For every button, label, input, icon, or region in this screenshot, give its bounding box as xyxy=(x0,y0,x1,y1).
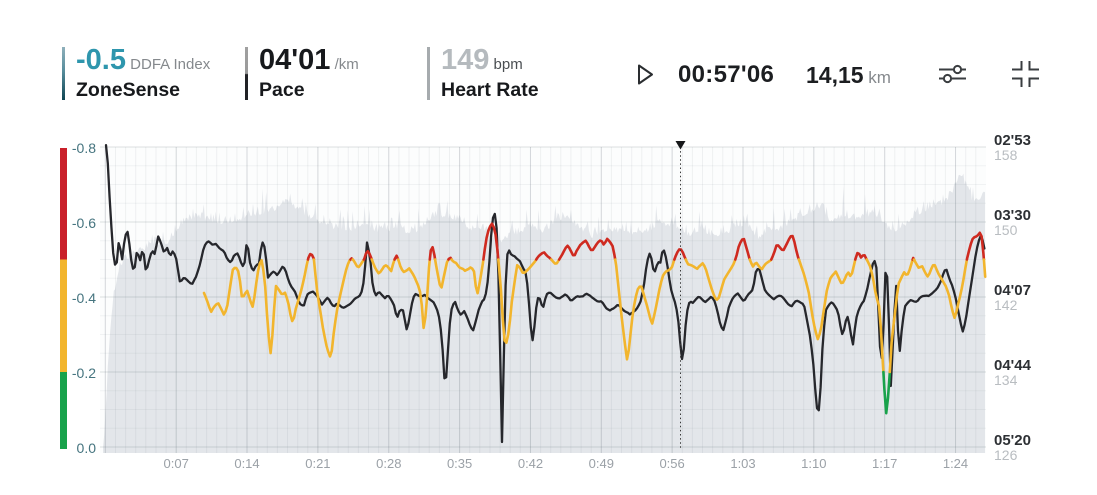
svg-text:142: 142 xyxy=(994,297,1018,313)
svg-text:0:35: 0:35 xyxy=(447,456,472,471)
svg-text:1:24: 1:24 xyxy=(943,456,968,471)
svg-text:1:03: 1:03 xyxy=(730,456,755,471)
svg-text:-0.2: -0.2 xyxy=(72,365,96,381)
svg-text:126: 126 xyxy=(994,447,1018,463)
svg-text:158: 158 xyxy=(994,147,1018,163)
svg-text:0:21: 0:21 xyxy=(305,456,330,471)
svg-text:-0.8: -0.8 xyxy=(72,140,96,156)
svg-text:0:14: 0:14 xyxy=(234,456,259,471)
svg-text:-0.4: -0.4 xyxy=(72,290,96,306)
svg-text:02'53: 02'53 xyxy=(994,132,1031,149)
svg-text:0:07: 0:07 xyxy=(164,456,189,471)
svg-text:03'30: 03'30 xyxy=(994,207,1031,224)
svg-text:0.0: 0.0 xyxy=(77,440,97,456)
svg-text:0:56: 0:56 xyxy=(659,456,684,471)
svg-text:04'07: 04'07 xyxy=(994,282,1031,299)
svg-text:0:49: 0:49 xyxy=(589,456,614,471)
svg-text:1:10: 1:10 xyxy=(801,456,826,471)
svg-text:04'44: 04'44 xyxy=(994,357,1032,374)
svg-text:0:42: 0:42 xyxy=(518,456,543,471)
svg-text:-0.6: -0.6 xyxy=(72,215,96,231)
svg-text:1:17: 1:17 xyxy=(872,456,897,471)
svg-text:05'20: 05'20 xyxy=(994,432,1031,449)
svg-text:150: 150 xyxy=(994,222,1018,238)
svg-text:134: 134 xyxy=(994,372,1018,388)
svg-text:0:28: 0:28 xyxy=(376,456,401,471)
